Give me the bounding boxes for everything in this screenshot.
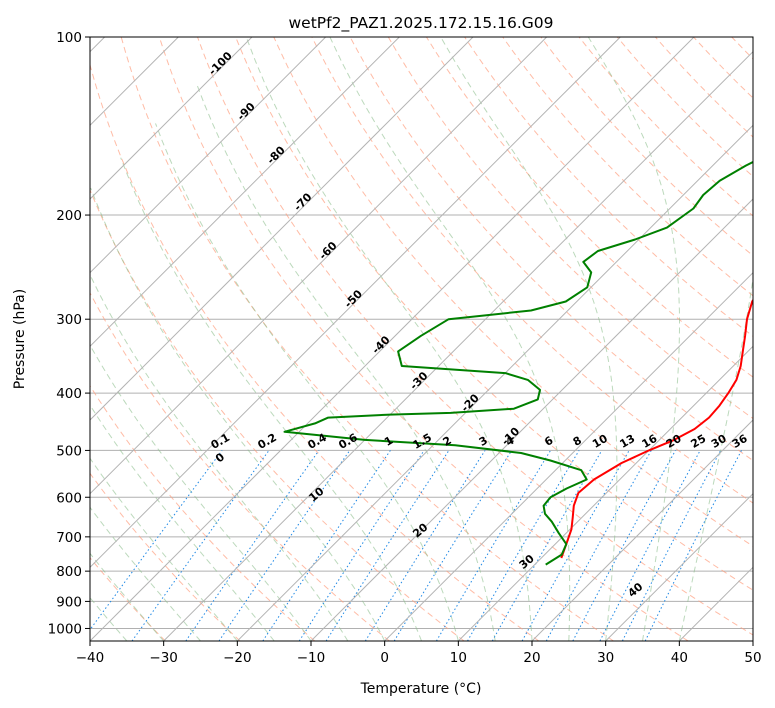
dry-adiabat bbox=[311, 37, 753, 504]
x-tick-label: −40 bbox=[76, 650, 105, 666]
mixing-ratio-lines bbox=[90, 450, 742, 641]
moist-adiabat bbox=[245, 37, 533, 641]
dry-adiabat bbox=[197, 37, 753, 636]
x-tick-label: 10 bbox=[450, 650, 467, 666]
moist-adiabat bbox=[329, 37, 571, 641]
dry-adiabat bbox=[273, 37, 753, 547]
moist-adiabat bbox=[90, 404, 275, 641]
x-axis-label: Temperature (°C) bbox=[360, 681, 482, 697]
mixing-ratio-line bbox=[491, 450, 603, 641]
dry-adiabat bbox=[158, 37, 689, 641]
dry-adiabat bbox=[90, 291, 390, 641]
x-tick-label: 40 bbox=[671, 650, 688, 666]
x-tick-label: 0 bbox=[380, 650, 389, 666]
dry-adiabats bbox=[90, 37, 753, 641]
plot-frame bbox=[89, 36, 754, 642]
isotherm bbox=[90, 37, 327, 274]
dry-adiabat bbox=[616, 37, 753, 178]
y-tick-label: 800 bbox=[56, 564, 82, 580]
moist-adiabat bbox=[678, 37, 753, 641]
dry-adiabat bbox=[90, 188, 465, 641]
isotherm bbox=[605, 492, 753, 641]
mixing-ratio-line bbox=[364, 450, 486, 641]
isotherm bbox=[90, 37, 474, 421]
y-tick-label: 200 bbox=[56, 208, 82, 224]
dry-adiabat bbox=[235, 37, 753, 591]
pressure-gridlines bbox=[90, 37, 753, 629]
y-axis-label: Pressure (hPa) bbox=[12, 289, 28, 389]
isotherm bbox=[163, 50, 753, 641]
temperature-profile bbox=[560, 298, 753, 559]
dry-adiabat bbox=[387, 37, 753, 420]
chart-title: wetPf2_PAZ1.2025.172.15.16.G09 bbox=[289, 14, 554, 33]
moist-adiabat bbox=[90, 506, 201, 641]
mixing-ratio-line bbox=[435, 450, 552, 641]
y-tick-label: 600 bbox=[56, 490, 82, 506]
dry-adiabat bbox=[120, 37, 614, 641]
y-tick-label: 1000 bbox=[48, 621, 82, 637]
x-tick-label: 50 bbox=[744, 650, 761, 666]
dry-adiabat bbox=[502, 37, 753, 297]
mixing-ratio-line bbox=[521, 450, 630, 641]
mixing-ratio-line bbox=[325, 450, 450, 641]
y-tick-label: 300 bbox=[56, 312, 82, 328]
sounding-profiles bbox=[283, 160, 753, 566]
mixing-ratio-line bbox=[218, 450, 351, 641]
moist-adiabat bbox=[90, 596, 128, 641]
isotherm bbox=[90, 37, 695, 641]
x-axis-ticks: −40 −30 −20 −10 0 10 20 30 40 50 bbox=[76, 641, 762, 666]
moist-adiabat bbox=[587, 37, 680, 641]
mixing-ratio-line bbox=[572, 450, 676, 641]
x-tick-label: −10 bbox=[297, 650, 326, 666]
y-tick-label: 100 bbox=[56, 30, 82, 46]
y-tick-label: 400 bbox=[56, 386, 82, 402]
isotherm bbox=[90, 37, 400, 348]
moist-adiabat bbox=[90, 552, 165, 641]
dry-adiabat bbox=[90, 62, 540, 641]
isotherms bbox=[90, 37, 753, 641]
x-tick-label: 30 bbox=[597, 650, 614, 666]
moist-adiabat bbox=[440, 37, 618, 641]
x-tick-label: −30 bbox=[149, 650, 178, 666]
moist-adiabat bbox=[155, 123, 459, 641]
moist-adiabat bbox=[90, 187, 386, 641]
moist-adiabat bbox=[90, 457, 238, 641]
isotherm bbox=[384, 271, 753, 641]
isotherm bbox=[457, 345, 753, 641]
x-tick-label: −20 bbox=[223, 650, 252, 666]
isotherm bbox=[90, 37, 253, 200]
moist-adiabat bbox=[90, 344, 312, 641]
mixing-ratio-line bbox=[545, 450, 652, 641]
dry-adiabat bbox=[90, 384, 316, 641]
moist-adiabat bbox=[120, 157, 422, 641]
mixing-ratio-line bbox=[393, 450, 513, 641]
moist-adiabat bbox=[196, 83, 496, 641]
mixing-ratio-line bbox=[467, 450, 580, 641]
dewpoint-profile bbox=[283, 160, 753, 566]
y-tick-label: 700 bbox=[56, 530, 82, 546]
plot-area: 0.1 0.2 0.4 0.6 1 1.5 2 3 4 6 8 10 13 16 20 25 30 36-100-… bbox=[90, 37, 753, 641]
y-tick-label: 500 bbox=[56, 443, 82, 459]
isotherm bbox=[90, 37, 548, 495]
y-axis-ticks: 100 200 300 400 500 600 700 800 900 1000 bbox=[48, 30, 90, 637]
isotherm bbox=[310, 198, 753, 641]
isotherm bbox=[90, 37, 621, 569]
y-tick-label: 900 bbox=[56, 594, 82, 610]
x-tick-label: 20 bbox=[523, 650, 540, 666]
dry-adiabat bbox=[425, 37, 753, 378]
isotherm bbox=[531, 419, 753, 641]
mixing-ratio-line bbox=[131, 450, 270, 641]
isotherm bbox=[236, 124, 753, 641]
mixing-ratio-line bbox=[90, 450, 223, 631]
